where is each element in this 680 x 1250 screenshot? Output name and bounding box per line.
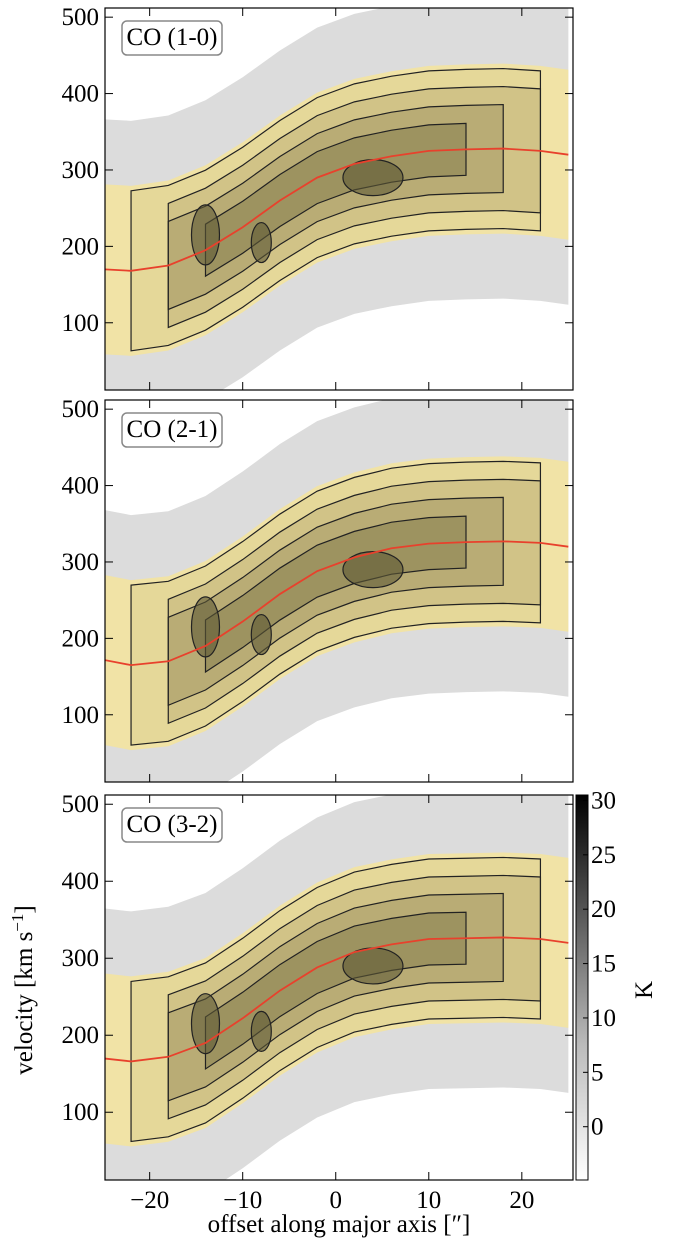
axes-frame — [104, 399, 574, 783]
rotation-curve — [105, 147, 569, 272]
panel-label: CO (3-2) — [127, 811, 218, 838]
panel-label: CO (1-0) — [127, 24, 218, 51]
y-axis-label: velocity [km s−1] — [8, 905, 38, 1074]
y-tick-label: 200 — [62, 233, 100, 260]
y-tick-label: 300 — [62, 157, 100, 184]
y-tick-label: 500 — [62, 791, 100, 818]
y-tick-label: 300 — [62, 945, 100, 972]
x-tick-label: −10 — [223, 1187, 262, 1214]
y-tick-label: 400 — [62, 868, 100, 895]
x-tick-label: 10 — [416, 1187, 441, 1214]
x-tick-label: −20 — [130, 1187, 169, 1214]
x-tick-label: 0 — [329, 1187, 342, 1214]
axes-frame — [104, 7, 574, 391]
contour-peak — [190, 596, 221, 658]
contour — [167, 85, 542, 329]
rotation-curve — [105, 540, 569, 667]
panel: 100 200 300 400 500 CO (2-1) — [62, 396, 574, 783]
colorbar-tick-label: 15 — [591, 951, 616, 978]
y-tick-label: 100 — [62, 1099, 100, 1126]
y-tick-label: 500 — [62, 4, 100, 31]
contour — [130, 67, 542, 352]
panel-label-box — [121, 412, 223, 448]
contour-peak — [342, 551, 404, 589]
rotation-curve — [105, 936, 569, 1063]
colorbar-tick-label: 0 — [591, 1114, 604, 1141]
contour — [167, 892, 504, 1102]
contour — [167, 103, 504, 311]
colorbar — [575, 794, 589, 1181]
velocity-band — [105, 456, 569, 751]
colorbar-tick-label: 10 — [591, 1005, 616, 1032]
y-tick-label: 100 — [62, 310, 100, 337]
contour-peak — [250, 221, 272, 264]
panel: 100 200 300 400 500 CO (1-0) — [62, 4, 574, 391]
colorbar-tick-label: 30 — [591, 787, 616, 814]
y-tick-label: 500 — [62, 396, 100, 423]
contour-peak — [250, 613, 272, 656]
panel-label: CO (2-1) — [127, 416, 218, 443]
x-tick-label: 20 — [509, 1187, 534, 1214]
y-tick-label: 300 — [62, 549, 100, 576]
x-axis-label: offset along major axis [″] — [208, 1211, 471, 1238]
y-tick-label: 100 — [62, 702, 100, 729]
velocity-band — [105, 852, 569, 1147]
contour — [130, 856, 542, 1143]
contour-peak — [190, 993, 221, 1055]
colorbar-tick-label: 25 — [591, 842, 616, 869]
colorbar-tick-label: 5 — [591, 1059, 604, 1086]
plot-area — [105, 795, 569, 1180]
panel-label-box — [121, 20, 223, 56]
colorbar-label: K — [631, 981, 658, 999]
contour — [167, 496, 504, 707]
contour-peak — [190, 204, 221, 266]
contour-peak — [250, 1010, 272, 1052]
velocity-band — [105, 63, 569, 356]
y-tick-label: 400 — [62, 473, 100, 500]
axes-frame — [104, 794, 574, 1181]
plot-area — [105, 400, 569, 782]
contour — [130, 460, 542, 746]
y-tick-label: 200 — [62, 1022, 100, 1049]
colorbar-tick-label: 20 — [591, 896, 616, 923]
y-tick-label: 200 — [62, 625, 100, 652]
y-tick-label: 400 — [62, 81, 100, 108]
plot-area — [105, 8, 569, 390]
panel: 100 200 300 400 500 −20 −10 0 10 20 CO (3-2) — [62, 791, 574, 1214]
panel-label-box — [121, 807, 223, 843]
contour — [167, 874, 542, 1120]
